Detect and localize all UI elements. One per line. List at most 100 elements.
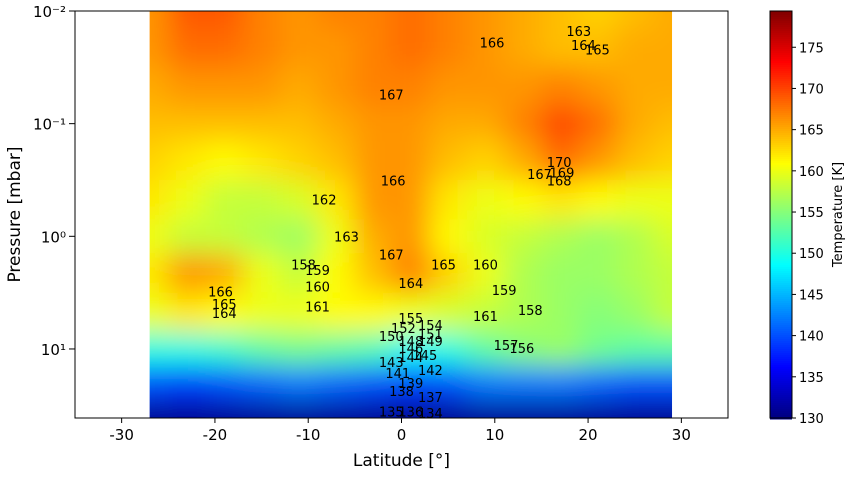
colorbar-segment <box>770 95 792 98</box>
contour-label: 144 <box>398 351 423 366</box>
colorbar-segment <box>770 99 792 102</box>
field-cell <box>392 67 430 108</box>
colorbar-segment <box>770 141 792 144</box>
field-cell <box>616 11 654 29</box>
field-cell <box>317 365 356 401</box>
contour-label: 141 <box>385 367 410 382</box>
field-cell <box>653 399 673 418</box>
field-cell <box>242 399 281 418</box>
colorbar-segment <box>770 59 792 62</box>
colorbar-segment <box>770 51 792 54</box>
field-cell <box>354 253 393 294</box>
colorbar-tick-label: 175 <box>799 41 824 56</box>
colorbar-segment <box>770 167 792 170</box>
contour-label: 167 <box>379 88 404 103</box>
colorbar-segment <box>770 217 792 220</box>
field-cell <box>466 365 505 401</box>
colorbar-segment <box>770 31 792 34</box>
field-cell <box>354 399 393 418</box>
field-cell <box>392 106 430 142</box>
field-cell <box>392 140 430 181</box>
colorbar-segment <box>770 305 792 308</box>
colorbar-segment <box>770 105 792 108</box>
colorbar-segment <box>770 65 792 68</box>
colorbar-segment <box>770 395 792 398</box>
field-cell <box>504 399 542 418</box>
y-axis-label: Pressure [mbar] <box>5 146 25 282</box>
colorbar-segment <box>770 199 792 202</box>
colorbar-segment <box>770 393 792 396</box>
colorbar-segment <box>770 387 792 390</box>
colorbar-segment <box>770 409 792 412</box>
colorbar-segment <box>770 111 792 114</box>
colorbar-segment <box>770 311 792 314</box>
contour-label: 164 <box>398 277 423 292</box>
field-cell <box>354 140 393 181</box>
field-cell <box>429 253 468 294</box>
field-cell <box>280 365 319 401</box>
field-cell <box>429 67 468 108</box>
colorbar-segment <box>770 45 792 48</box>
colorbar-segment <box>770 365 792 368</box>
field-cell <box>354 292 393 333</box>
colorbar-segment <box>770 53 792 56</box>
colorbar-segment <box>770 171 792 174</box>
field-cell <box>504 140 542 181</box>
colorbar-segment <box>770 301 792 304</box>
colorbar-segment <box>770 11 792 14</box>
field-cell <box>541 27 580 68</box>
field-cell <box>578 365 617 401</box>
field-cell <box>205 11 244 29</box>
colorbar-segment <box>770 221 792 224</box>
field-cell <box>280 399 319 418</box>
colorbar-segment <box>770 285 792 288</box>
field-cell <box>242 219 281 254</box>
colorbar-segment <box>770 85 792 88</box>
field-cell <box>317 253 356 294</box>
field-cell <box>168 106 207 142</box>
colorbar-segment <box>770 261 792 264</box>
colorbar-segment <box>770 159 792 162</box>
colorbar-segment <box>770 341 792 344</box>
field-cell <box>578 11 617 29</box>
field-cell <box>616 219 654 254</box>
field-cell <box>504 11 542 29</box>
x-tick-label: 10 <box>485 426 504 444</box>
contour-label: 167 <box>527 168 552 183</box>
colorbar-segment <box>770 145 792 148</box>
contour-label: 168 <box>547 175 572 190</box>
field-cell <box>541 292 580 333</box>
colorbar-segment <box>770 209 792 212</box>
contour-label: 164 <box>571 39 596 54</box>
colorbar-tick-label: 165 <box>799 124 824 139</box>
field-cell <box>504 106 542 142</box>
colorbar-segment <box>770 61 792 64</box>
field-cell <box>578 292 617 333</box>
field-cell <box>392 399 430 418</box>
colorbar-segment <box>770 293 792 296</box>
colorbar-segment <box>770 345 792 348</box>
colorbar-segment <box>770 399 792 402</box>
colorbar-segment <box>770 327 792 330</box>
colorbar-segment <box>770 251 792 254</box>
field-cell <box>354 219 393 254</box>
contour-label: 138 <box>389 385 414 400</box>
colorbar-segment <box>770 161 792 164</box>
colorbar-segment <box>770 231 792 234</box>
field-cell <box>149 140 169 181</box>
field-cell <box>242 253 281 294</box>
field-cell <box>392 292 430 333</box>
colorbar-segment <box>770 339 792 342</box>
contour-label: 158 <box>291 259 316 274</box>
contour-label: 150 <box>379 330 404 345</box>
field-cell <box>317 399 356 418</box>
colorbar-segment <box>770 373 792 376</box>
field-cell <box>653 106 673 142</box>
field-cell <box>280 106 319 142</box>
field-cell <box>541 219 580 254</box>
field-cell <box>317 292 356 333</box>
field-cell <box>429 399 468 418</box>
colorbar-segment <box>770 229 792 232</box>
contour-label: 136 <box>398 405 423 420</box>
field-cell <box>616 365 654 401</box>
